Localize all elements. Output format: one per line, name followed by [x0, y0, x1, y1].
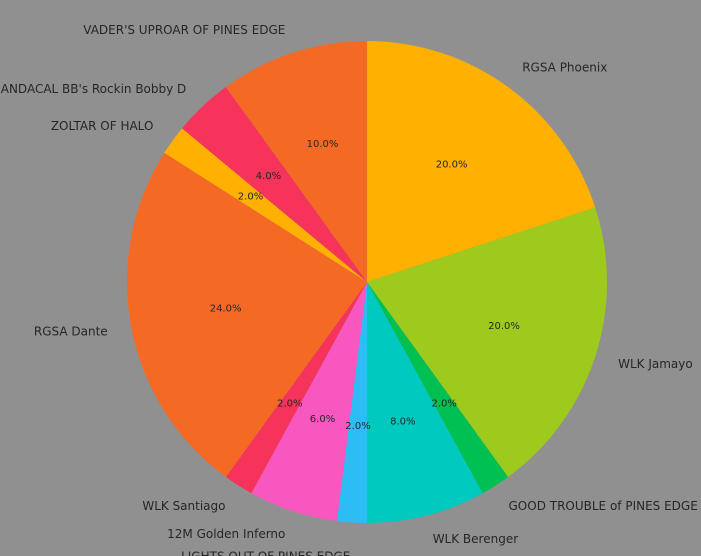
slice-label: 12M Golden Inferno [167, 527, 285, 541]
pie-slice-vader-s-uproar-of-pines-edge [225, 41, 367, 282]
pie-slice-andacal-bb-s-rockin-bobby-d [182, 87, 367, 282]
percent-label: 8.0% [390, 417, 415, 428]
percent-label: 4.0% [256, 171, 281, 182]
pie-slice-wlk-berenger [367, 282, 483, 523]
pie-slice-zoltar-of-halo [164, 128, 367, 282]
slice-label: ANDACAL BB's Rockin Bobby D [1, 82, 187, 96]
slice-label: GOOD TROUBLE of PINES EDGE [509, 499, 698, 513]
percent-label: 20.0% [488, 321, 520, 332]
percent-label: 2.0% [431, 399, 456, 410]
percent-label: 6.0% [310, 414, 335, 425]
pie-slices [127, 41, 607, 523]
slice-labels: RGSA Phoenix WLK Jamayo GOOD TROUBLE of PI… [1, 23, 698, 556]
percent-label: 24.0% [210, 304, 242, 315]
pie-slice-wlk-jamayo [367, 207, 607, 477]
slice-label: LIGHTS OUT OF PINES EDGE [181, 550, 350, 556]
slice-label: VADER'S UPROAR OF PINES EDGE [83, 23, 285, 37]
slice-label: RGSA Phoenix [522, 61, 607, 75]
slice-label: ZOLTAR OF HALO [51, 119, 154, 133]
slice-label: WLK Santiago [142, 499, 225, 513]
slice-label: WLK Berenger [433, 532, 519, 546]
pie-slice-12m-golden-inferno [251, 282, 367, 522]
slice-label: WLK Jamayo [618, 357, 693, 371]
percent-label: 10.0% [307, 139, 339, 150]
pie-slice-good-trouble-of-pines-edge [367, 282, 509, 494]
pie-slice-rgsa-dante [127, 152, 367, 477]
pie-slice-rgsa-phoenix [367, 41, 596, 282]
pie-slice-wlk-santiago [225, 282, 367, 494]
slice-label: RGSA Dante [34, 325, 108, 339]
pie-slice-lights-out-of-pines-edge [336, 282, 367, 523]
percent-labels: 20.0% 20.0% 2.0% 8.0% 2.0% 6.0% 2.0% 24.0% 2.0% 4… [210, 139, 520, 432]
percent-label: 2.0% [238, 192, 263, 203]
percent-label: 20.0% [436, 160, 468, 171]
percent-label: 2.0% [277, 399, 302, 410]
percent-label: 2.0% [345, 421, 370, 432]
